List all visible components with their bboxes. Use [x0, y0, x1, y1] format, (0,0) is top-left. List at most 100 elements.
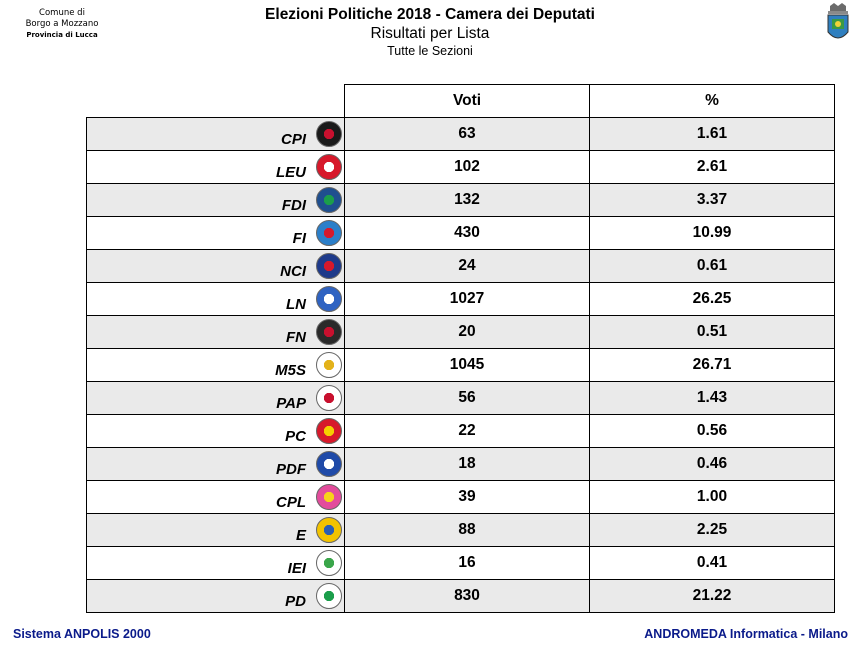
- header-blank-cell: [87, 85, 345, 118]
- party-name: PC: [285, 428, 306, 445]
- logo-emblem: [320, 455, 338, 473]
- votes-cell: 16: [344, 546, 590, 580]
- logo-emblem: [320, 158, 338, 176]
- table-row: PAP 56 1.43: [86, 381, 835, 415]
- pdf-logo-icon: [316, 451, 342, 477]
- party-name: PD: [285, 593, 306, 610]
- votes-cell: 88: [344, 513, 590, 547]
- report-scope: Tutte le Sezioni: [387, 44, 473, 58]
- pc-logo-icon: [316, 418, 342, 444]
- coat-of-arms-icon: [827, 3, 849, 39]
- logo-emblem: [320, 125, 338, 143]
- fdi-logo-icon: [316, 187, 342, 213]
- party-cell: M5S: [86, 348, 345, 382]
- party-cell: PD: [86, 579, 345, 613]
- table-row: LN 1027 26.25: [86, 282, 835, 316]
- party-cell: CPL: [86, 480, 345, 514]
- party-name: LEU: [276, 164, 306, 181]
- municipality-line1: Comune di: [39, 8, 85, 18]
- logo-emblem: [320, 521, 338, 539]
- province-name: Provincia di Lucca: [26, 31, 98, 39]
- cpi-logo-icon: [316, 121, 342, 147]
- percent-cell: 26.71: [589, 348, 835, 382]
- leu-logo-icon: [316, 154, 342, 180]
- e-logo-icon: [316, 517, 342, 543]
- votes-cell: 132: [344, 183, 590, 217]
- votes-cell: 102: [344, 150, 590, 184]
- logo-emblem: [320, 290, 338, 308]
- logo-emblem: [320, 587, 338, 605]
- percent-column-header: %: [589, 84, 835, 118]
- party-name: FDI: [281, 197, 306, 214]
- party-name: M5S: [275, 362, 306, 379]
- report-subtitle: Risultati per Lista: [370, 25, 490, 42]
- pap-logo-icon: [316, 385, 342, 411]
- party-name: E: [295, 527, 306, 544]
- percent-cell: 10.99: [589, 216, 835, 250]
- ln-logo-icon: [316, 286, 342, 312]
- logo-emblem: [320, 191, 338, 209]
- logo-emblem: [320, 356, 338, 374]
- percent-cell: 1.43: [589, 381, 835, 415]
- report-title: Elezioni Politiche 2018 - Camera dei Dep…: [265, 6, 595, 23]
- logo-emblem: [320, 422, 338, 440]
- pd-logo-icon: [316, 583, 342, 609]
- table-row: CPI 63 1.61: [86, 117, 835, 151]
- votes-cell: 56: [344, 381, 590, 415]
- votes-column-header: Voti: [344, 84, 590, 118]
- logo-emblem: [320, 389, 338, 407]
- table-row: FDI 132 3.37: [86, 183, 835, 217]
- logo-emblem: [320, 554, 338, 572]
- report-title-block: Elezioni Politiche 2018 - Camera dei Dep…: [0, 6, 860, 59]
- percent-cell: 21.22: [589, 579, 835, 613]
- table-row: NCI 24 0.61: [86, 249, 835, 283]
- votes-cell: 830: [344, 579, 590, 613]
- party-name: IEI: [287, 560, 306, 577]
- votes-cell: 20: [344, 315, 590, 349]
- table-row: E 88 2.25: [86, 513, 835, 547]
- percent-cell: 0.46: [589, 447, 835, 481]
- m5s-logo-icon: [316, 352, 342, 378]
- party-cell: FI: [86, 216, 345, 250]
- footer-system-name: Sistema ANPOLIS 2000: [13, 627, 151, 641]
- results-table: Voti % CPI 63 1.61 LEU 102 2.61 FDI 132 3.37 FI 43…: [86, 84, 835, 613]
- votes-cell: 63: [344, 117, 590, 151]
- percent-cell: 0.56: [589, 414, 835, 448]
- table-row: FN 20 0.51: [86, 315, 835, 349]
- iei-logo-icon: [316, 550, 342, 576]
- party-cell: NCI: [86, 249, 345, 283]
- party-name: NCI: [280, 263, 306, 280]
- party-cell: FN: [86, 315, 345, 349]
- party-name: PAP: [276, 395, 306, 412]
- percent-cell: 1.61: [589, 117, 835, 151]
- table-row: M5S 1045 26.71: [86, 348, 835, 382]
- percent-cell: 26.25: [589, 282, 835, 316]
- votes-cell: 24: [344, 249, 590, 283]
- table-row: PC 22 0.56: [86, 414, 835, 448]
- party-cell: FDI: [86, 183, 345, 217]
- nci-logo-icon: [316, 253, 342, 279]
- percent-cell: 0.41: [589, 546, 835, 580]
- party-cell: IEI: [86, 546, 345, 580]
- logo-emblem: [320, 257, 338, 275]
- percent-cell: 2.61: [589, 150, 835, 184]
- party-cell: E: [86, 513, 345, 547]
- municipality-name: Borgo a Mozzano: [25, 19, 99, 29]
- cpl-logo-icon: [316, 484, 342, 510]
- percent-cell: 0.61: [589, 249, 835, 283]
- party-cell: PDF: [86, 447, 345, 481]
- table-row: PDF 18 0.46: [86, 447, 835, 481]
- party-name: LN: [286, 296, 306, 313]
- percent-cell: 3.37: [589, 183, 835, 217]
- fi-logo-icon: [316, 220, 342, 246]
- municipality-header: Comune di Borgo a Mozzano Provincia di L…: [14, 8, 110, 41]
- table-row: FI 430 10.99: [86, 216, 835, 250]
- party-cell: LEU: [86, 150, 345, 184]
- logo-emblem: [320, 224, 338, 242]
- percent-cell: 2.25: [589, 513, 835, 547]
- votes-cell: 1027: [344, 282, 590, 316]
- party-cell: PC: [86, 414, 345, 448]
- logo-emblem: [320, 488, 338, 506]
- party-name: CPI: [280, 131, 306, 148]
- footer-vendor-name: ANDROMEDA Informatica - Milano: [644, 627, 848, 641]
